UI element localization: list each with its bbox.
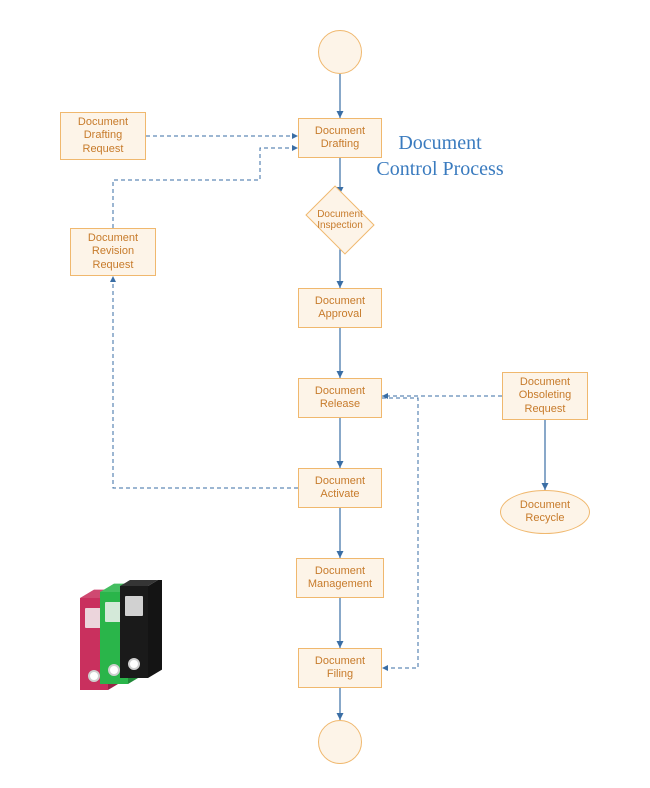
activate-node: DocumentActivate bbox=[298, 468, 382, 508]
start-node bbox=[318, 30, 362, 74]
node-label: DocumentDrafting bbox=[315, 125, 365, 151]
management-node: DocumentManagement bbox=[296, 558, 384, 598]
node-label: DocumentInspection bbox=[317, 209, 363, 231]
end-node bbox=[318, 720, 362, 764]
node-label: DocumentRelease bbox=[315, 385, 365, 411]
binders-icon bbox=[70, 580, 230, 720]
obsoleting-request-node: DocumentObsoletingRequest bbox=[502, 372, 588, 420]
node-label: DocumentApproval bbox=[315, 295, 365, 321]
drafting-request-node: DocumentDraftingRequest bbox=[60, 112, 146, 160]
drafting-node: DocumentDrafting bbox=[298, 118, 382, 158]
release-node: DocumentRelease bbox=[298, 378, 382, 418]
node-label: DocumentRevisionRequest bbox=[88, 232, 138, 272]
node-label: DocumentManagement bbox=[308, 565, 372, 591]
title-line1: Document bbox=[398, 132, 481, 154]
node-label: DocumentActivate bbox=[315, 475, 365, 501]
revision-request-node: DocumentRevisionRequest bbox=[70, 228, 156, 276]
node-label: DocumentDraftingRequest bbox=[78, 116, 128, 156]
node-label: DocumentFiling bbox=[315, 655, 365, 681]
node-label: DocumentRecycle bbox=[520, 499, 570, 525]
inspection-node: DocumentInspection bbox=[300, 190, 380, 250]
flowchart-canvas: Document Control Process DocumentDraftin… bbox=[0, 0, 650, 788]
approval-node: DocumentApproval bbox=[298, 288, 382, 328]
recycle-node: DocumentRecycle bbox=[500, 490, 590, 534]
node-label: DocumentObsoletingRequest bbox=[519, 376, 572, 416]
title-line2: Control Process bbox=[376, 158, 503, 180]
filing-node: DocumentFiling bbox=[298, 648, 382, 688]
